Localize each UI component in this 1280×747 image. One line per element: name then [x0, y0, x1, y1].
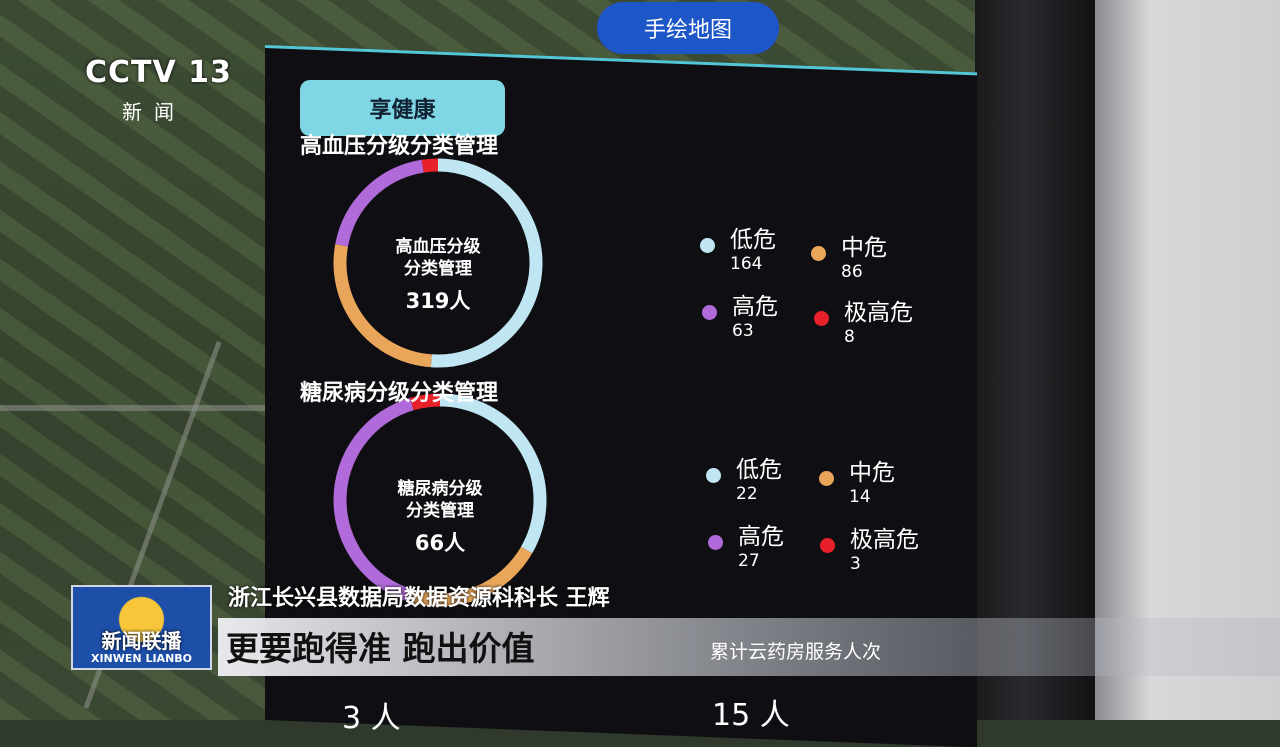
legend-label: 中危	[841, 235, 887, 261]
center-line2: 分类管理	[404, 259, 472, 279]
diabetes-slice-2	[333, 397, 414, 603]
legend-label: 低危	[730, 227, 776, 253]
health-tag[interactable]: 享健康	[300, 80, 505, 136]
legend-label: 中危	[849, 460, 895, 486]
hypertension-legend-item: 中危 86	[841, 228, 887, 282]
diabetes-legend-item: 极高危 3	[850, 520, 919, 574]
legend-value: 27	[738, 551, 760, 571]
xinwen-lianbo-logo: 新闻联播 XINWEN LIANBO	[71, 585, 212, 670]
diabetes-total: 66人	[414, 531, 466, 555]
legend-value: 8	[844, 327, 855, 347]
legend-label: 低危	[736, 457, 782, 483]
diabetes-slice-1	[409, 546, 533, 607]
map-road	[0, 405, 265, 411]
cctv13-sub: 新闻	[122, 100, 186, 124]
pharmacy-label: 累计云药房服务人次	[710, 641, 882, 663]
diabetes-slice-0	[439, 393, 547, 554]
headline: 更要跑得准 跑出价值	[226, 629, 535, 668]
center-line2: 分类管理	[406, 501, 474, 521]
diabetes-legend-item: 高危 27	[738, 517, 784, 571]
legend-label: 高危	[738, 524, 784, 550]
hypertension-legend-item: 高危 63	[732, 287, 778, 341]
hypertension-slice-0	[430, 158, 543, 368]
hypertension-legend-dot	[702, 305, 717, 320]
hypertension-legend-item: 低危 164	[730, 220, 776, 274]
legend-value: 86	[841, 262, 863, 282]
legend-label: 极高危	[850, 527, 919, 553]
center-line1: 高血压分级	[395, 237, 481, 257]
screen-frame	[975, 0, 1095, 720]
hypertension-legend-dot	[811, 246, 826, 261]
donut-charts	[333, 158, 547, 607]
program-logo-text: 新闻联播	[101, 629, 182, 653]
diabetes-title: 糖尿病分级分类管理	[300, 381, 499, 406]
diabetes-legend-item: 低危 22	[736, 450, 782, 504]
legend-label: 极高危	[844, 300, 913, 326]
diabetes-slice-3	[409, 393, 441, 411]
diabetes-legend-dot	[708, 535, 723, 550]
hypertension-total: 319人	[405, 289, 471, 313]
legend-label: 高危	[732, 294, 778, 320]
legend-value: 164	[730, 254, 763, 274]
caption-band	[218, 618, 1280, 676]
hypertension-legend-dot	[700, 238, 715, 253]
hypertension-center: 高血压分级 分类管理 319人	[358, 236, 518, 312]
bottom-left-value: 3 人	[342, 701, 401, 736]
legend-value: 22	[736, 484, 758, 504]
legend-value: 3	[850, 554, 861, 574]
wall	[1095, 0, 1280, 720]
hypertension-title: 高血压分级分类管理	[300, 134, 499, 159]
bottom-right-value: 15 人	[712, 698, 790, 733]
legend-value: 63	[732, 321, 754, 341]
hypertension-legend-dot	[814, 311, 829, 326]
hypertension-slice-2	[335, 159, 424, 247]
hypertension-slice-3	[421, 158, 439, 173]
speaker-caption: 浙江长兴县数据局数据资源科科长 王辉	[228, 586, 610, 611]
legend-value: 14	[849, 487, 871, 507]
hand-drawn-map-button[interactable]: 手绘地图	[597, 2, 779, 54]
hypertension-slice-1	[333, 244, 432, 368]
hypertension-legend-item: 极高危 8	[844, 293, 913, 347]
diabetes-legend-item: 中危 14	[849, 453, 895, 507]
diabetes-center: 糖尿病分级 分类管理 66人	[360, 478, 520, 554]
diabetes-legend-dot	[706, 468, 721, 483]
diabetes-legend-dot	[819, 471, 834, 486]
cctv13-logo: CCTV 13	[85, 55, 232, 90]
diabetes-legend-dot	[820, 538, 835, 553]
center-line1: 糖尿病分级	[397, 479, 483, 499]
program-logo-sub: XINWEN LIANBO	[90, 652, 193, 665]
